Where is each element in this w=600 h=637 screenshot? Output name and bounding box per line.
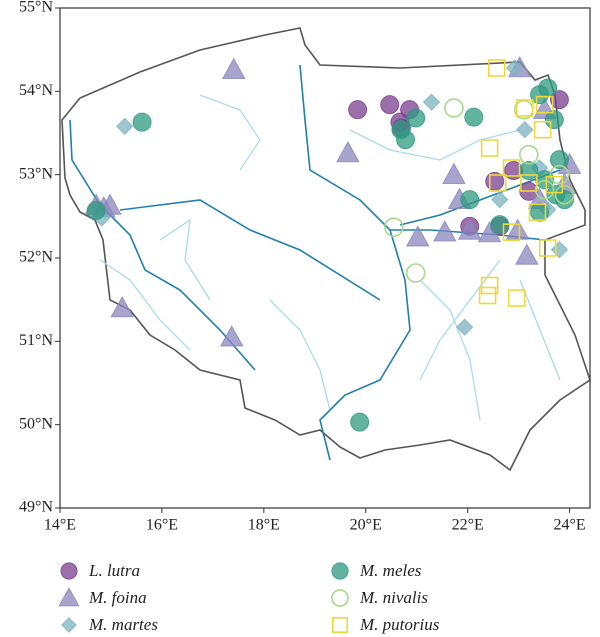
marker-circle xyxy=(549,150,569,170)
marker-circle xyxy=(350,412,370,432)
legend-label: M. putorius xyxy=(359,615,440,634)
marker-square xyxy=(515,99,534,117)
river xyxy=(199,94,261,171)
x-tick-label: 24°E xyxy=(554,517,586,534)
river xyxy=(99,259,191,351)
legend-label: M. martes xyxy=(88,615,158,634)
marker-square xyxy=(478,286,497,305)
marker-diamond xyxy=(491,190,509,209)
country-border xyxy=(61,27,591,472)
x-tick-label: 14°E xyxy=(44,517,76,534)
marker-circle xyxy=(535,170,555,190)
y-tick-label: 52°N xyxy=(19,249,53,266)
marker-triangle xyxy=(514,243,539,265)
legend-marker xyxy=(331,616,348,633)
marker-circle xyxy=(86,201,106,220)
river-warta xyxy=(119,199,381,301)
marker-circle xyxy=(132,112,152,132)
marker-circle xyxy=(444,98,464,118)
marker-triangle xyxy=(457,218,482,240)
marker-circle xyxy=(519,144,539,165)
marker-circle xyxy=(406,108,426,128)
marker-circle xyxy=(405,263,426,283)
marker-triangle xyxy=(432,220,457,242)
marker-square xyxy=(480,276,499,295)
marker-triangle xyxy=(442,162,466,184)
river xyxy=(419,259,501,381)
y-tick-label: 50°N xyxy=(19,415,53,432)
marker-diamond xyxy=(455,318,474,336)
marker-triangle xyxy=(110,295,135,318)
marker-triangle xyxy=(221,57,246,79)
marker-circle xyxy=(538,78,558,98)
marker-triangle xyxy=(219,325,244,347)
marker-triangle xyxy=(336,140,360,163)
marker-diamond xyxy=(505,59,524,77)
legend-marker xyxy=(331,589,349,607)
marker-circle xyxy=(549,164,570,185)
marker-square xyxy=(535,95,554,114)
legend-marker xyxy=(60,562,78,580)
marker-diamond xyxy=(116,117,134,136)
marker-square xyxy=(533,120,552,139)
x-tick-label: 18°E xyxy=(248,517,280,534)
marker-circle xyxy=(348,100,368,120)
marker-circle xyxy=(396,130,416,150)
y-tick-label: 54°N xyxy=(19,82,53,99)
marker-square xyxy=(502,159,521,177)
basemap xyxy=(61,27,591,472)
marker-triangle xyxy=(405,225,430,247)
marker-square xyxy=(528,203,547,221)
river xyxy=(419,279,481,421)
marker-square xyxy=(520,174,538,192)
x-tick-label: 16°E xyxy=(146,517,178,534)
marker-circle xyxy=(554,184,575,205)
marker-square xyxy=(545,175,564,194)
marker-square xyxy=(538,239,557,257)
legend-label: M. nivalis xyxy=(359,588,428,607)
legend-marker xyxy=(58,587,80,607)
river-vistula xyxy=(299,64,411,461)
legend-marker xyxy=(61,617,77,633)
x-tick-label: 22°E xyxy=(452,517,484,534)
y-tick-label: 49°N xyxy=(19,499,53,516)
marker-circle xyxy=(460,190,480,210)
marker-circle xyxy=(534,179,555,200)
marker-diamond xyxy=(516,120,534,139)
marker-square xyxy=(488,174,507,192)
x-tick-label: 20°E xyxy=(350,517,382,534)
marker-square xyxy=(507,289,526,307)
marker-circle xyxy=(530,202,550,222)
river xyxy=(269,299,331,411)
marker-square xyxy=(502,223,521,241)
legend-label: M. meles xyxy=(359,561,422,580)
river xyxy=(159,218,211,301)
y-tick-label: 55°N xyxy=(19,0,53,16)
legend-label: M. foina xyxy=(88,588,147,607)
marker-diamond xyxy=(422,93,441,111)
marker-circle xyxy=(549,90,569,110)
marker-triangle xyxy=(505,218,530,240)
river xyxy=(519,279,561,381)
y-tick-label: 53°N xyxy=(19,165,53,182)
legend-label: L. lutra xyxy=(88,561,140,580)
river-oder xyxy=(69,119,256,371)
marker-circle xyxy=(555,190,575,210)
marker-circle xyxy=(383,217,404,237)
marker-square xyxy=(487,59,506,77)
y-tick-label: 51°N xyxy=(19,332,53,349)
legend-marker xyxy=(331,562,349,580)
river xyxy=(349,129,521,161)
marker-square xyxy=(480,139,499,157)
marker-circle xyxy=(380,95,400,115)
marker-circle xyxy=(464,107,484,127)
